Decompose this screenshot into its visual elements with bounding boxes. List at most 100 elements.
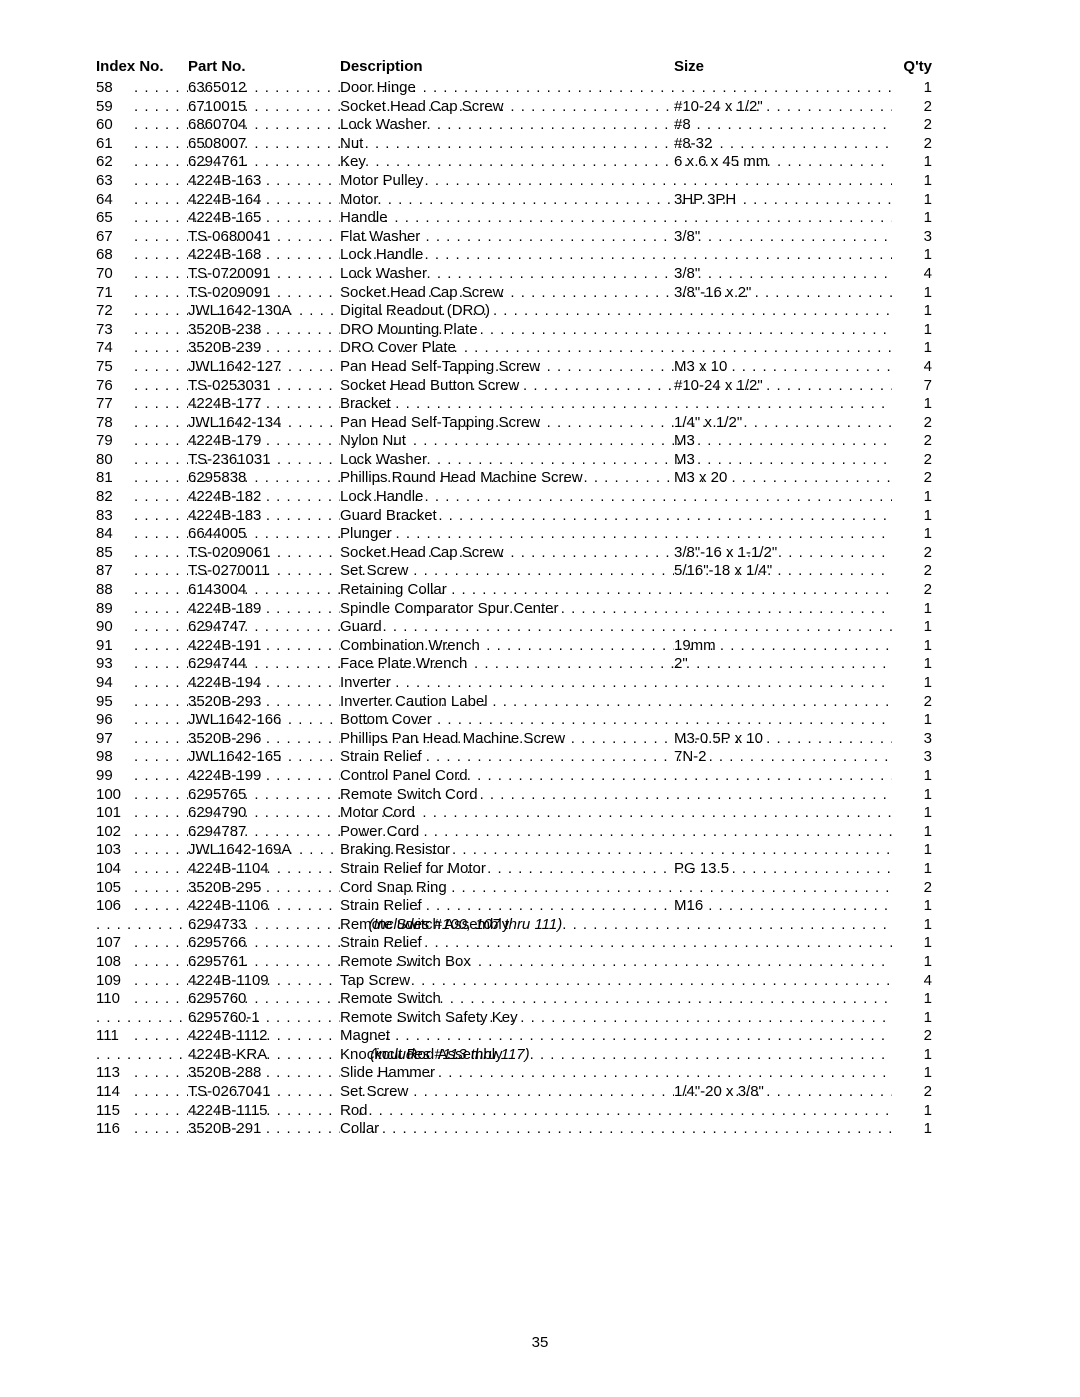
- cell-description: Lock Handle: [340, 488, 363, 507]
- cell-description: Strain Relief: [340, 897, 353, 916]
- table-row: 82 . . . . . . . . . . . . . . . . . . . …: [96, 488, 984, 507]
- dot-leader: . . . . . . . . . . . . . . . . . . . . …: [352, 618, 892, 637]
- dot-leader: . . . . . . . . . . . . . . . . . . . . …: [134, 395, 188, 414]
- size-block: 3HP 3PH. . . . . . . . . . . . . . . . .…: [674, 191, 892, 210]
- dot-leader: . . . . . . . . . . . . . . . . . . . . …: [395, 600, 892, 619]
- part-block: 6365012. . . . . . . . . . . . . . . . .…: [188, 79, 340, 98]
- dot-leader: . . . . . . . . . . . . . . . . . . . . …: [379, 693, 892, 712]
- cell-description: DRO Cover Plate: [340, 339, 371, 358]
- dot-leader: . . . . . . . . . . . . . . . . . . . . …: [348, 1102, 892, 1121]
- cell-index: 82: [96, 488, 134, 507]
- cell-description: Nylon Nut: [340, 432, 351, 451]
- part-block: TS-0253031. . . . . . . . . . . . . . . …: [188, 377, 340, 396]
- dot-leader: . . . . . . . . . . . . . . . . . . . . …: [194, 451, 340, 470]
- table-row: 110. . . . . . . . . . . . . . . . . . .…: [96, 990, 984, 1009]
- table-row: 114. . . . . . . . . . . . . . . . . . .…: [96, 1083, 984, 1102]
- table-row: 113. . . . . . . . . . . . . . . . . . .…: [96, 1064, 984, 1083]
- part-block: 3520B-288. . . . . . . . . . . . . . . .…: [188, 1064, 340, 1083]
- dot-leader: . . . . . . . . . . . . . . . . . . . . …: [363, 246, 892, 265]
- dot-leader: . . . . . . . . . . . . . . . . . . . . …: [344, 153, 674, 172]
- part-block: 6860704. . . . . . . . . . . . . . . . .…: [188, 116, 340, 135]
- cell-qty: 2: [892, 135, 932, 154]
- dot-leader: . . . . . . . . . . . . . . . . . . . . …: [134, 228, 188, 247]
- table-row: 95. . . . . . . . . . . . . . . . . . . …: [96, 693, 984, 712]
- size-block: #10-24 x 1/2". . . . . . . . . . . . . .…: [674, 98, 892, 117]
- size-block: M3. . . . . . . . . . . . . . . . . . . …: [674, 451, 892, 470]
- table-row: 70. . . . . . . . . . . . . . . . . . . …: [96, 265, 984, 284]
- dot-leader: . . . . . . . . . . . . . . . . . . . . …: [351, 562, 674, 581]
- dot-leader: . . . . . . . . . . . . . . . . . . . . …: [193, 209, 340, 228]
- dot-leader: . . . . . . . . . . . . . . . . . . . . …: [369, 841, 892, 860]
- cell-index: 115: [96, 1102, 134, 1121]
- size-block: 2". . . . . . . . . . . . . . . . . . . …: [674, 655, 892, 674]
- cell-part: JWL1642-165: [188, 748, 195, 767]
- part-block: 4224B-179. . . . . . . . . . . . . . . .…: [188, 432, 340, 451]
- cell-description: Lock Washer: [340, 265, 354, 284]
- desc-block: Door Hinge. . . . . . . . . . . . . . . …: [340, 79, 892, 98]
- dot-leader: . . . . . . . . . . . . . . . . . . . . …: [194, 972, 340, 991]
- dot-leader: . . . . . . . . . . . . . . . . . . . . …: [134, 507, 188, 526]
- dot-leader: . . . . . . . . . . . . . . . . . . . . …: [134, 972, 188, 991]
- cell-qty: 4: [892, 265, 932, 284]
- cell-index: 80: [96, 451, 134, 470]
- table-row: 108. . . . . . . . . . . . . . . . . . .…: [96, 953, 984, 972]
- part-block: 4224B-165. . . . . . . . . . . . . . . .…: [188, 209, 340, 228]
- cell-qty: 1: [892, 507, 932, 526]
- size-block: 3/8". . . . . . . . . . . . . . . . . . …: [674, 265, 892, 284]
- table-body: 58. . . . . . . . . . . . . . . . . . . …: [96, 79, 984, 1139]
- dot-leader: . . . . . . . . . . . . . . . . . . . . …: [193, 879, 340, 898]
- table-row: 90. . . . . . . . . . . . . . . . . . . …: [96, 618, 984, 637]
- table-row: 98. . . . . . . . . . . . . . . . . . . …: [96, 748, 984, 767]
- table-row: 73. . . . . . . . . . . . . . . . . . . …: [96, 321, 984, 340]
- cell-description: Socket Head Cap Screw: [340, 98, 366, 117]
- cell-size: 1/4" x 1/2": [674, 414, 681, 433]
- cell-size: 3/8"-16 x 2": [674, 284, 682, 303]
- cell-index: 61: [96, 135, 134, 154]
- part-block: 6710015. . . . . . . . . . . . . . . . .…: [188, 98, 340, 117]
- dot-leader: . . . . . . . . . . . . . . . . . . . . …: [374, 730, 674, 749]
- cell-description: Lock Handle: [340, 246, 363, 265]
- dot-leader: . . . . . . . . . . . . . . . . . . . . …: [134, 804, 188, 823]
- cell-index: 63: [96, 172, 134, 191]
- dot-leader: . . . . . . . . . . . . . . . . . . . . …: [193, 767, 340, 786]
- dot-leader: . . . . . . . . . . . . . . . . . . . . …: [134, 562, 188, 581]
- dot-leader: . . . . . . . . . . . . . . . . . . . . …: [562, 916, 892, 935]
- part-block: 6295766. . . . . . . . . . . . . . . . .…: [188, 934, 340, 953]
- dot-leader: . . . . . . . . . . . . . . . . . . . . …: [194, 544, 340, 563]
- cell-qty: 2: [892, 1083, 932, 1102]
- cell-description: Collar: [340, 1120, 351, 1139]
- desc-block: Retaining Collar. . . . . . . . . . . . …: [340, 581, 892, 600]
- dot-leader: . . . . . . . . . . . . . . . . . . . . …: [134, 209, 188, 228]
- dot-leader: . . . . . . . . . . . . . . . . . . . . …: [134, 358, 188, 377]
- dot-leader: . . . . . . . . . . . . . . . . . . . . …: [134, 711, 188, 730]
- dot-leader: . . . . . . . . . . . . . . . . . . . . …: [684, 1083, 892, 1102]
- desc-block: Inverter Caution Label. . . . . . . . . …: [340, 693, 892, 712]
- dot-leader: . . . . . . . . . . . . . . . . . . . . …: [134, 841, 188, 860]
- dot-leader: . . . . . . . . . . . . . . . . . . . . …: [194, 228, 340, 247]
- cell-index: 108: [96, 953, 134, 972]
- dot-leader: . . . . . . . . . . . . . . . . . . . . …: [680, 358, 892, 377]
- cell-qty: 1: [892, 1009, 932, 1028]
- dot-leader: . . . . . . . . . . . . . . . . . . . . …: [377, 469, 674, 488]
- cell-qty: 1: [892, 637, 932, 656]
- dot-leader: . . . . . . . . . . . . . . . . . . . . …: [683, 377, 892, 396]
- part-block: 4224B-164. . . . . . . . . . . . . . . .…: [188, 191, 340, 210]
- table-row: . . . . . . . . . . . . . . . . . . . . …: [96, 1046, 984, 1065]
- size-block: M3 x 10. . . . . . . . . . . . . . . . .…: [674, 358, 892, 377]
- table-row: 72. . . . . . . . . . . . . . . . . . . …: [96, 302, 984, 321]
- table-row: . . . . . . . . . . . . . . . . . . . . …: [96, 1009, 984, 1028]
- desc-block: Lock Washer. . . . . . . . . . . . . . .…: [340, 116, 674, 135]
- dot-leader: . . . . . . . . . . . . . . . . . . . . …: [681, 414, 892, 433]
- table-row: 61. . . . . . . . . . . . . . . . . . . …: [96, 135, 984, 154]
- dot-leader: . . . . . . . . . . . . . . . . . . . . …: [363, 488, 892, 507]
- part-block: 6295761. . . . . . . . . . . . . . . . .…: [188, 953, 340, 972]
- dot-leader: . . . . . . . . . . . . . . . . . . . . …: [371, 358, 674, 377]
- dot-leader: . . . . . . . . . . . . . . . . . . . . …: [193, 637, 340, 656]
- desc-block: Strain Relief. . . . . . . . . . . . . .…: [340, 748, 674, 767]
- table-row: 80 . . . . . . . . . . . . . . . . . . . …: [96, 451, 984, 470]
- desc-block: Strain Relief. . . . . . . . . . . . . .…: [340, 897, 674, 916]
- dot-leader: . . . . . . . . . . . . . . . . . . . . …: [134, 693, 188, 712]
- table-row: 89. . . . . . . . . . . . . . . . . . . …: [96, 600, 984, 619]
- table-row: 109. . . . . . . . . . . . . . . . . . .…: [96, 972, 984, 991]
- cell-qty: 4: [892, 972, 932, 991]
